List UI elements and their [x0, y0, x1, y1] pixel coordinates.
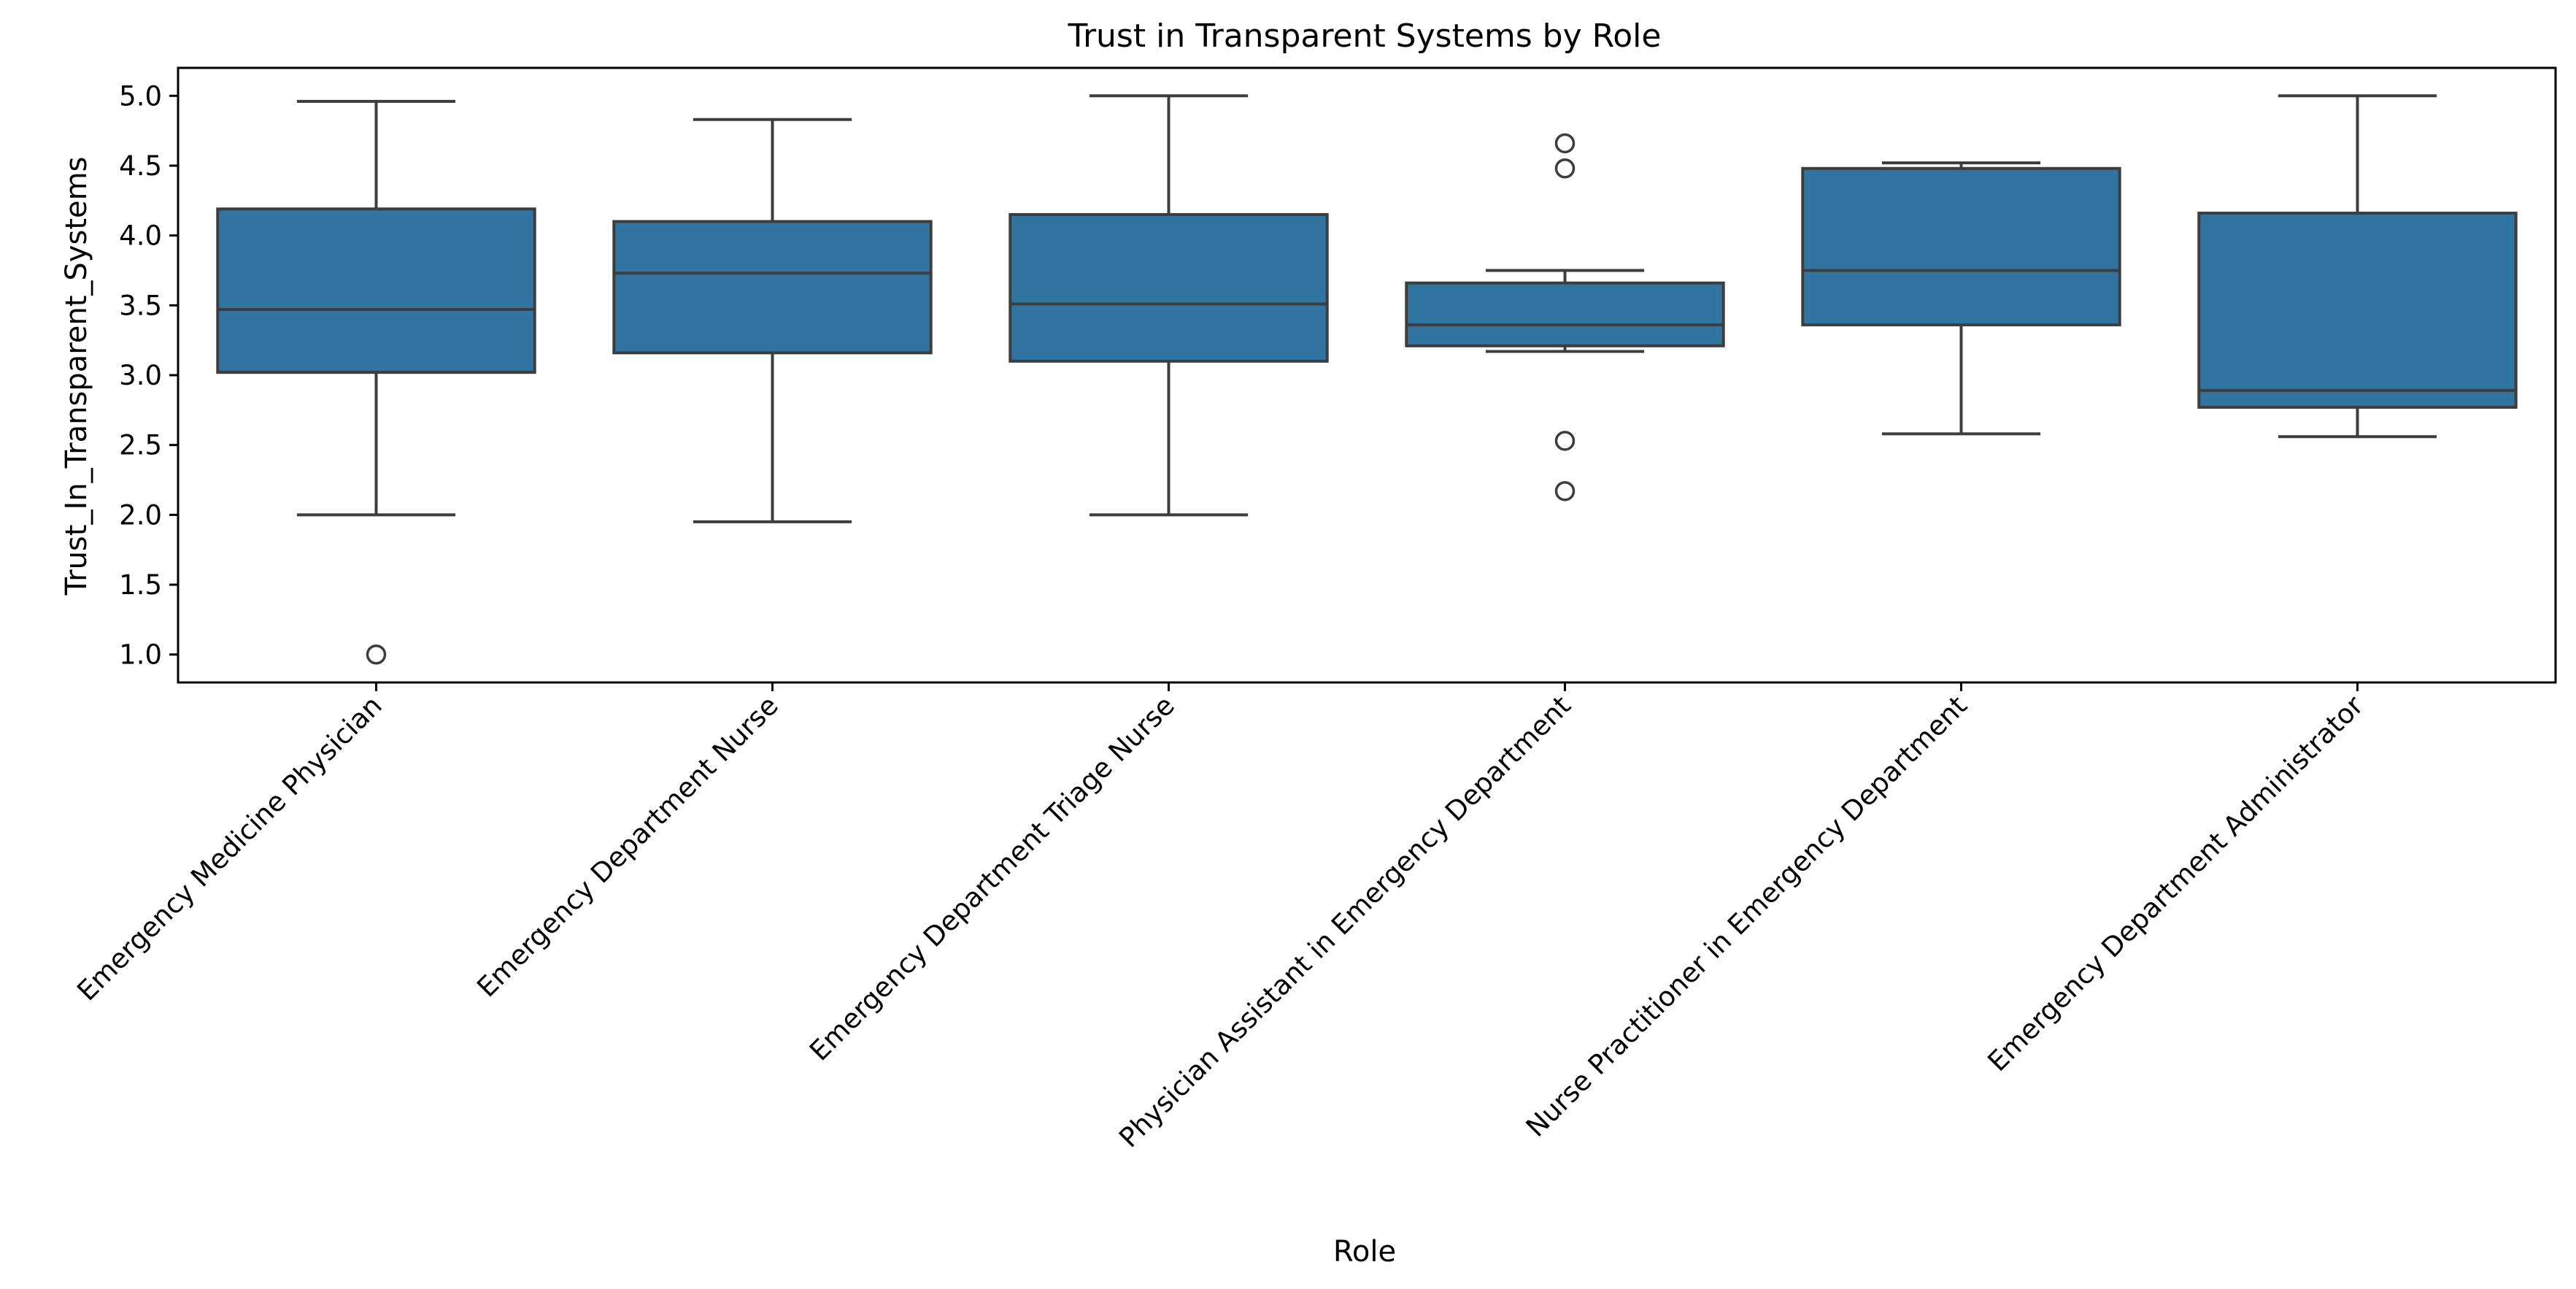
box-group-5 [1801, 161, 2121, 436]
box-iqr [216, 207, 536, 374]
box-iqr [1009, 212, 1329, 363]
box-group-4 [1405, 133, 1725, 501]
y-tick-label: 4.0 [119, 220, 162, 252]
x-tick-label: Emergency Medicine Physician [71, 690, 387, 1007]
box-iqr [612, 220, 933, 355]
box-group-1 [216, 99, 536, 665]
y-axis-label: Trust_In_Transparent_Systems [60, 157, 93, 596]
box-group-3 [1009, 94, 1329, 517]
x-tick-label: Emergency Department Triage Nurse [803, 690, 1181, 1067]
y-tick-label: 3.0 [119, 360, 162, 391]
y-tick-label: 2.0 [119, 499, 162, 531]
y-tick-label: 1.0 [119, 639, 162, 671]
x-tick-label: Emergency Department Nurse [471, 690, 784, 1004]
outlier-point [1554, 133, 1576, 154]
outlier-point [1554, 481, 1576, 501]
y-tick-label: 1.5 [119, 569, 162, 601]
x-tick-label: Emergency Department Administrator [1982, 689, 2370, 1077]
x-tick-label: Nurse Practitioner in Emergency Departme… [1520, 690, 1973, 1143]
chart-title: Trust in Transparent Systems by Role [1068, 18, 1662, 55]
box-group-6 [2197, 94, 2518, 439]
y-tick-label: 5.0 [119, 80, 162, 112]
plot-area: 1.0 1.5 2.0 2.5 3.0 3.5 4.0 4.5 5.0 Emergency Med… [71, 66, 2557, 1154]
box-iqr [1801, 166, 2121, 327]
box-iqr [2197, 212, 2518, 409]
x-tick-label: Physician Assistant in Emergency Departm… [1113, 690, 1577, 1154]
y-tick-label: 3.5 [119, 290, 162, 321]
outlier-point [1554, 158, 1576, 179]
y-tick-label: 2.5 [119, 430, 162, 461]
outlier-point [1554, 431, 1576, 451]
y-tick-label: 4.5 [119, 150, 162, 182]
box-iqr [1405, 281, 1725, 347]
outlier-point [366, 644, 387, 665]
box-group-2 [612, 118, 933, 523]
x-axis-label: Role [1333, 1235, 1396, 1269]
